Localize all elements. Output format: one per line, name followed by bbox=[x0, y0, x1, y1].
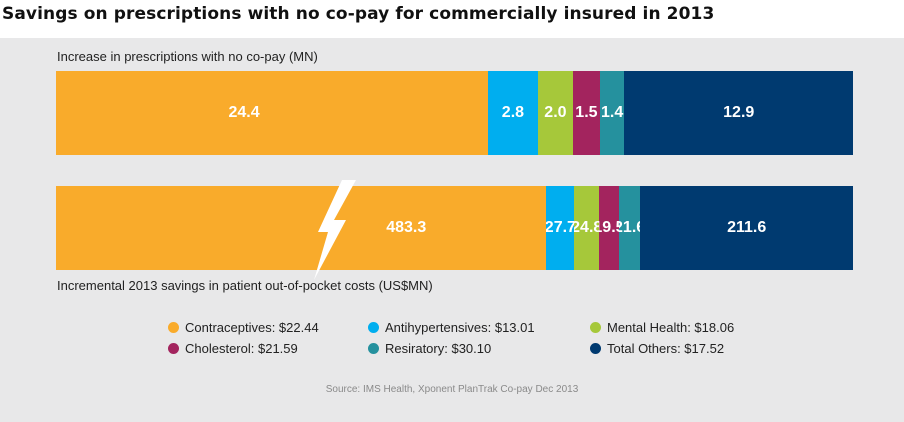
bar-segment-contraceptives: 483.3 bbox=[56, 186, 547, 270]
chart-title: Savings on prescriptions with no co-pay … bbox=[2, 4, 715, 24]
data-label-mental-health: 24.8 bbox=[574, 219, 600, 236]
bar-segment-total-others: 211.6 bbox=[640, 186, 853, 270]
total-others-dot-icon bbox=[590, 343, 601, 354]
legend: Contraceptives: $22.44 Antihypertensives:… bbox=[168, 320, 788, 356]
savings-stacked-bar: 483.3 27.724.819.521.6 211.6 bbox=[56, 186, 853, 270]
data-label-cholesterol: 1.5 bbox=[575, 104, 598, 121]
bar-segment-resiratory: 21.6 bbox=[618, 186, 641, 270]
legend-item: Mental Health: $18.06 bbox=[590, 320, 788, 335]
bar-segment-contraceptives: 24.4 bbox=[56, 71, 489, 155]
top-chart-label: Increase in prescriptions with no co-pay… bbox=[57, 49, 318, 64]
data-label-antihypertensives: 2.8 bbox=[501, 104, 525, 121]
bottom-chart-label: Incremental 2013 savings in patient out-… bbox=[57, 278, 433, 293]
legend-label: Antihypertensives: $13.01 bbox=[385, 320, 535, 335]
data-label-mental-health: 2.0 bbox=[544, 104, 567, 121]
bar-segment-resiratory: 1.4 bbox=[599, 71, 625, 155]
legend-item: Total Others: $17.52 bbox=[590, 341, 788, 356]
bar-segment-cholesterol: 19.5 bbox=[599, 186, 619, 270]
mental-health-dot-icon bbox=[590, 322, 601, 333]
bar-segment-mental-health: 2.0 bbox=[537, 71, 574, 155]
data-label-antihypertensives: 27.7 bbox=[546, 219, 575, 236]
bar-segment-mental-health: 24.8 bbox=[574, 186, 600, 270]
legend-item: Resiratory: $30.10 bbox=[368, 341, 590, 356]
data-label-total-others: 12.9 bbox=[723, 104, 755, 121]
legend-item: Contraceptives: $22.44 bbox=[168, 320, 368, 335]
legend-label: Contraceptives: $22.44 bbox=[185, 320, 319, 335]
data-label-cholesterol: 19.5 bbox=[599, 219, 619, 236]
legend-item: Cholesterol: $21.59 bbox=[168, 341, 368, 356]
resiratory-dot-icon bbox=[368, 343, 379, 354]
prescriptions-stacked-bar: 24.4 2.8 2.0 1.5 1.4 12.9 bbox=[56, 71, 853, 155]
legend-item: Antihypertensives: $13.01 bbox=[368, 320, 590, 335]
legend-label: Mental Health: $18.06 bbox=[607, 320, 735, 335]
bar-segment-total-others: 12.9 bbox=[624, 71, 853, 155]
legend-label: Cholesterol: $21.59 bbox=[185, 341, 298, 356]
data-label-contraceptives: 24.4 bbox=[228, 104, 260, 121]
bar-segment-antihypertensives: 2.8 bbox=[488, 71, 538, 155]
data-label-contraceptives: 483.3 bbox=[386, 219, 427, 236]
contraceptives-dot-icon bbox=[168, 322, 179, 333]
bar-segment-cholesterol: 1.5 bbox=[573, 71, 600, 155]
data-label-total-others: 211.6 bbox=[727, 219, 767, 236]
antihypertensives-dot-icon bbox=[368, 322, 379, 333]
axis-break-icon bbox=[314, 180, 356, 280]
legend-label: Total Others: $17.52 bbox=[607, 341, 725, 356]
legend-label: Resiratory: $30.10 bbox=[385, 341, 492, 356]
data-label-resiratory: 21.6 bbox=[619, 219, 641, 236]
cholesterol-dot-icon bbox=[168, 343, 179, 354]
data-label-resiratory: 1.4 bbox=[600, 104, 624, 121]
bar-segment-antihypertensives: 27.7 bbox=[546, 186, 575, 270]
source-note: Source: IMS Health, Xponent PlanTrak Co-… bbox=[325, 384, 579, 395]
